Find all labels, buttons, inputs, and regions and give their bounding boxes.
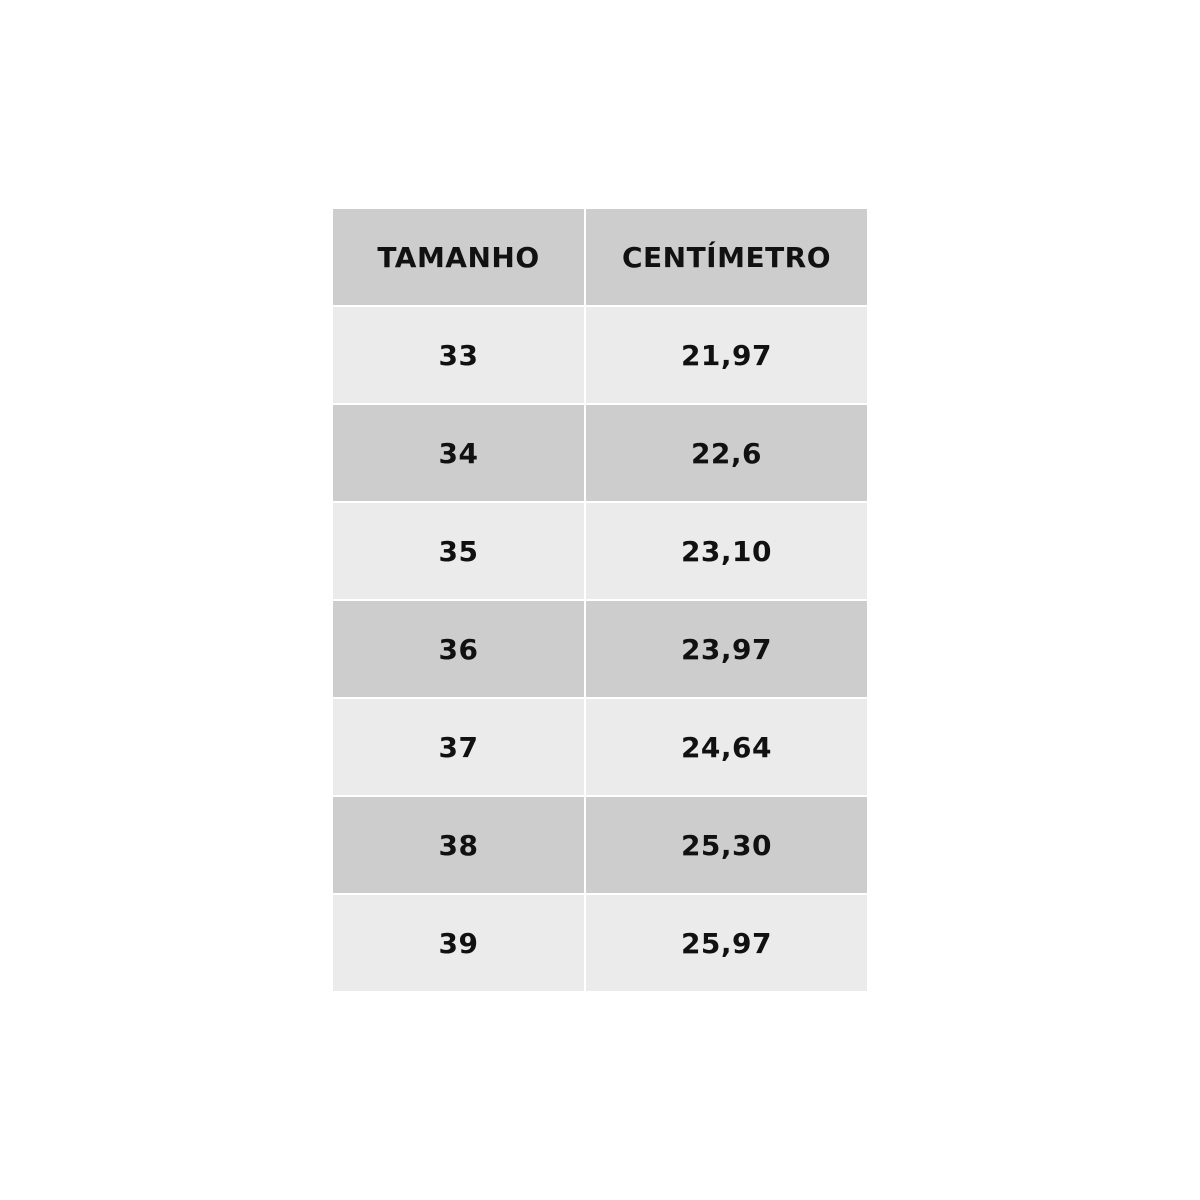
table-cell: 24,64 <box>586 699 867 795</box>
size-table: TAMANHO CENTÍMETRO 33 21,97 34 22,6 35 23,10 36 2… <box>333 209 867 991</box>
table-cell: 25,97 <box>586 895 867 991</box>
table-cell: 36 <box>333 601 584 697</box>
table-cell: CENTÍMETRO <box>586 209 867 305</box>
table-cell: 37 <box>333 699 584 795</box>
table-cell: 22,6 <box>586 405 867 501</box>
table-cell: 39 <box>333 895 584 991</box>
table-cell: 21,97 <box>586 307 867 403</box>
table-cell: 25,30 <box>586 797 867 893</box>
table-cell: TAMANHO <box>333 209 584 305</box>
table-cell: 35 <box>333 503 584 599</box>
table-cell: 34 <box>333 405 584 501</box>
table-cell: 33 <box>333 307 584 403</box>
table-cell: 23,10 <box>586 503 867 599</box>
table-cell: 23,97 <box>586 601 867 697</box>
table-cell: 38 <box>333 797 584 893</box>
